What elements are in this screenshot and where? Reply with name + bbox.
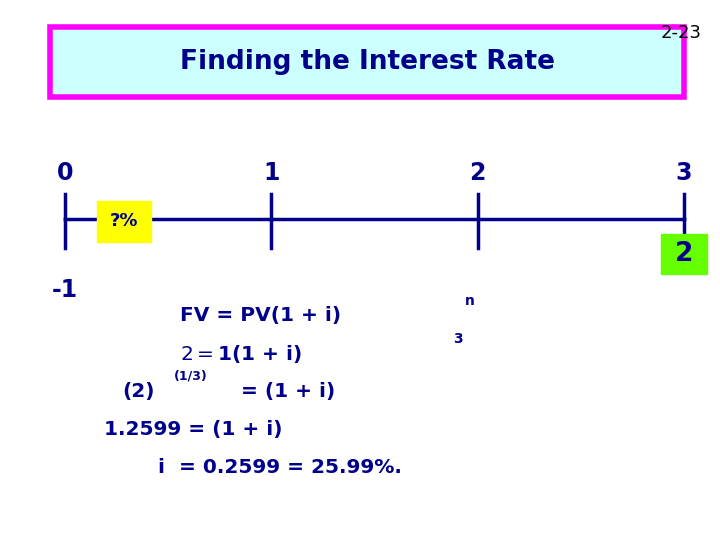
Text: 3: 3	[454, 332, 463, 346]
Text: 1: 1	[263, 161, 279, 185]
Text: FV = PV(1 + i): FV = PV(1 + i)	[180, 306, 341, 326]
Text: i  = 0.2599 = 25.99%.: i = 0.2599 = 25.99%.	[158, 457, 402, 477]
Text: 2: 2	[675, 241, 693, 267]
FancyBboxPatch shape	[661, 234, 707, 274]
Text: 1.2599 = (1 + i): 1.2599 = (1 + i)	[104, 420, 283, 439]
Text: (1/3): (1/3)	[174, 370, 208, 383]
Text: Finding the Interest Rate: Finding the Interest Rate	[180, 49, 554, 75]
Text: = (1 + i): = (1 + i)	[234, 382, 336, 401]
Text: 3: 3	[676, 161, 692, 185]
Text: 2: 2	[469, 161, 486, 185]
FancyBboxPatch shape	[50, 27, 684, 97]
Text: -1: -1	[52, 278, 78, 302]
FancyBboxPatch shape	[97, 201, 151, 241]
Text: (2): (2)	[122, 382, 155, 401]
Text: $2 = $1(1 + i): $2 = $1(1 + i)	[180, 343, 302, 364]
Text: ?%: ?%	[110, 212, 138, 231]
Text: 2-23: 2-23	[661, 24, 702, 42]
Text: 0: 0	[57, 161, 73, 185]
Text: n: n	[464, 294, 474, 308]
